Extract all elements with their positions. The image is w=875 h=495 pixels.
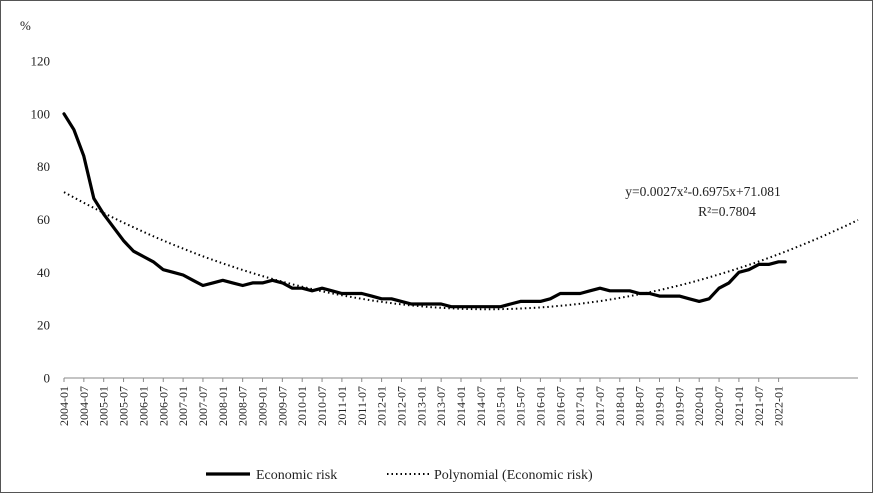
x-tick-label: 2018-07 [633, 386, 647, 426]
y-tick-label: 80 [37, 159, 50, 174]
legend-label-polynomial: Polynomial (Economic risk) [434, 468, 593, 483]
x-tick-label: 2007-07 [196, 386, 210, 426]
series-line-economic-risk [62, 112, 787, 309]
y-tick-label: 60 [37, 212, 50, 227]
x-tick-label: 2008-07 [236, 386, 250, 426]
x-tick-label: 2011-07 [355, 386, 369, 426]
y-tick-label: 20 [37, 318, 50, 333]
trendline-equation: y=0.0027x²-0.6975x+71.081 [625, 184, 780, 199]
y-tick-label: 120 [31, 54, 51, 69]
y-tick-label: 0 [44, 371, 51, 386]
x-tick-label: 2018-01 [613, 386, 627, 426]
y-axis-unit-label: % [20, 18, 31, 33]
legend-label-economic-risk: Economic risk [256, 468, 337, 483]
x-tick-label: 2012-07 [394, 386, 408, 426]
x-tick-label: 2006-07 [156, 386, 170, 426]
x-tick-label: 2015-01 [494, 386, 508, 426]
y-tick-label: 100 [31, 106, 51, 121]
x-tick-label: 2010-01 [295, 386, 309, 426]
x-tick-label: 2017-07 [593, 386, 607, 426]
x-tick-label: 2020-01 [692, 386, 706, 426]
x-tick-label: 2014-01 [454, 386, 468, 426]
x-tick-label: 2009-01 [256, 386, 270, 426]
y-axis-ticks: 0 20 40 60 80 100 120 [31, 54, 51, 386]
x-tick-label: 2004-07 [77, 386, 91, 426]
x-tick-label: 2021-01 [732, 386, 746, 426]
x-tick-label: 2006-01 [136, 386, 150, 426]
x-axis-ticks: 2004-01 2004-07 2005-01 2005-07 2006-01 2006-… [57, 378, 786, 426]
x-tick-label: 2013-07 [434, 386, 448, 426]
x-tick-label: 2016-01 [533, 386, 547, 426]
x-tick-label: 2007-01 [176, 386, 190, 426]
x-tick-label: 2009-07 [275, 386, 289, 426]
x-tick-label: 2021-07 [752, 386, 766, 426]
legend: Economic risk Polynomial (Economic risk) [206, 468, 593, 483]
x-tick-label: 2015-07 [514, 386, 528, 426]
x-tick-label: 2016-07 [553, 386, 567, 426]
x-tick-label: 2019-07 [672, 386, 686, 426]
x-tick-label: 2005-01 [97, 386, 111, 426]
x-tick-label: 2014-07 [474, 386, 488, 426]
x-tick-label: 2011-01 [335, 386, 349, 426]
x-tick-label: 2020-07 [712, 386, 726, 426]
x-tick-label: 2012-01 [375, 386, 389, 426]
y-tick-label: 40 [37, 265, 50, 280]
x-tick-label: 2022-01 [772, 386, 786, 426]
trendline-r-squared: R²=0.7804 [698, 204, 756, 219]
x-tick-label: 2019-01 [653, 386, 667, 426]
x-tick-label: 2004-01 [57, 386, 71, 426]
x-tick-label: 2013-01 [414, 386, 428, 426]
x-tick-label: 2010-07 [315, 386, 329, 426]
x-tick-label: 2017-01 [573, 386, 587, 426]
x-tick-label: 2008-01 [216, 386, 230, 426]
x-tick-label: 2005-07 [117, 386, 131, 426]
